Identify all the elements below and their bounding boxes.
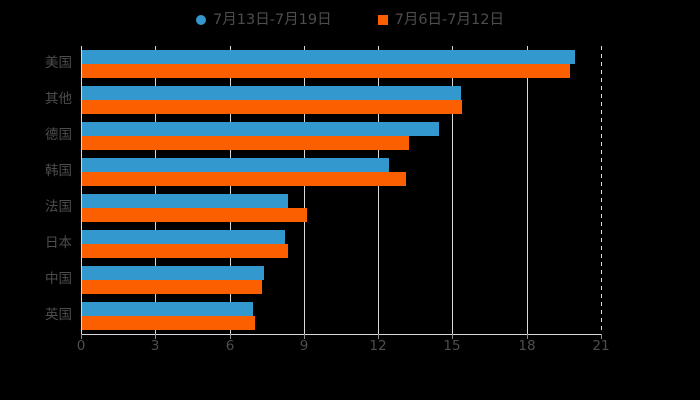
gridline — [452, 46, 453, 334]
legend-marker-circle-icon — [196, 15, 207, 25]
plot-area — [81, 46, 602, 339]
bar-韩国-series-0[interactable] — [82, 158, 389, 172]
bar-英国-series-1[interactable] — [82, 316, 255, 330]
x-axis-tick-label: 9 — [299, 338, 309, 354]
x-axis-tick-label: 0 — [76, 338, 86, 354]
bar-group — [82, 122, 601, 150]
bar-德国-series-1[interactable] — [82, 136, 409, 150]
legend-marker-square-icon — [377, 15, 388, 25]
x-axis-tickmark — [378, 334, 379, 339]
bar-其他-series-1[interactable] — [82, 100, 462, 114]
bar-美国-series-1[interactable] — [82, 64, 570, 78]
bar-英国-series-0[interactable] — [82, 302, 253, 316]
x-axis-tick-labels: 0 3 6 9 12 15 18 21 — [0, 334, 700, 360]
legend-item-series-0[interactable]: 7月13日-7月19日 — [196, 8, 332, 32]
x-axis-tickmark — [601, 334, 602, 339]
x-axis-tickmark — [304, 334, 305, 339]
x-axis-tickmark — [81, 334, 82, 339]
x-axis-tick-label: 18 — [518, 338, 536, 354]
y-axis-label-中国: 中国 — [45, 271, 72, 287]
y-axis-label-德国: 德国 — [45, 127, 72, 143]
bar-中国-series-1[interactable] — [82, 280, 262, 294]
y-axis-line — [81, 46, 82, 334]
bar-中国-series-0[interactable] — [82, 266, 264, 280]
bar-group — [82, 50, 601, 78]
gridline — [155, 46, 156, 334]
x-axis-tick-label: 15 — [443, 338, 461, 354]
x-axis-tickmark — [452, 334, 453, 339]
bar-group — [82, 266, 601, 294]
x-axis-tickmark — [230, 334, 231, 339]
bar-其他-series-0[interactable] — [82, 86, 461, 100]
bar-group — [82, 86, 601, 114]
bar-法国-series-0[interactable] — [82, 194, 288, 208]
bar-美国-series-0[interactable] — [82, 50, 575, 64]
bar-group — [82, 302, 601, 330]
y-axis-label-韩国: 韩国 — [45, 163, 72, 179]
legend-label-series-0: 7月13日-7月19日 — [213, 11, 332, 28]
bar-group — [82, 194, 601, 222]
y-axis-label-日本: 日本 — [45, 235, 72, 251]
y-axis-label-其他: 其他 — [45, 91, 72, 107]
x-axis-tick-label: 3 — [150, 338, 160, 354]
bar-group — [82, 158, 601, 186]
x-axis-tickmark — [527, 334, 528, 339]
gridline — [230, 46, 231, 334]
x-axis-tick-label: 12 — [369, 338, 387, 354]
y-axis-label-英国: 英国 — [45, 307, 72, 323]
y-axis-label-美国: 美国 — [45, 55, 72, 71]
gridline — [527, 46, 528, 334]
bar-日本-series-1[interactable] — [82, 244, 288, 258]
gridline — [601, 46, 602, 334]
bar-法国-series-1[interactable] — [82, 208, 307, 222]
x-axis-tickmark — [155, 334, 156, 339]
gridline — [304, 46, 305, 334]
y-axis-category-labels: 美国其他德国韩国法国日本中国英国 — [0, 46, 81, 334]
x-axis-tick-label: 6 — [225, 338, 235, 354]
bar-德国-series-0[interactable] — [82, 122, 439, 136]
x-axis-line — [81, 334, 602, 335]
legend-item-series-1[interactable]: 7月6日-7月12日 — [377, 8, 504, 32]
legend-label-series-1: 7月6日-7月12日 — [394, 11, 504, 28]
y-axis-label-法国: 法国 — [45, 199, 72, 215]
bar-group — [82, 230, 601, 258]
chart-legend: 7月13日-7月19日 7月6日-7月12日 — [0, 8, 700, 32]
bar-日本-series-0[interactable] — [82, 230, 285, 244]
gridline — [378, 46, 379, 334]
x-axis-tick-label: 21 — [592, 338, 610, 354]
bar-韩国-series-1[interactable] — [82, 172, 406, 186]
